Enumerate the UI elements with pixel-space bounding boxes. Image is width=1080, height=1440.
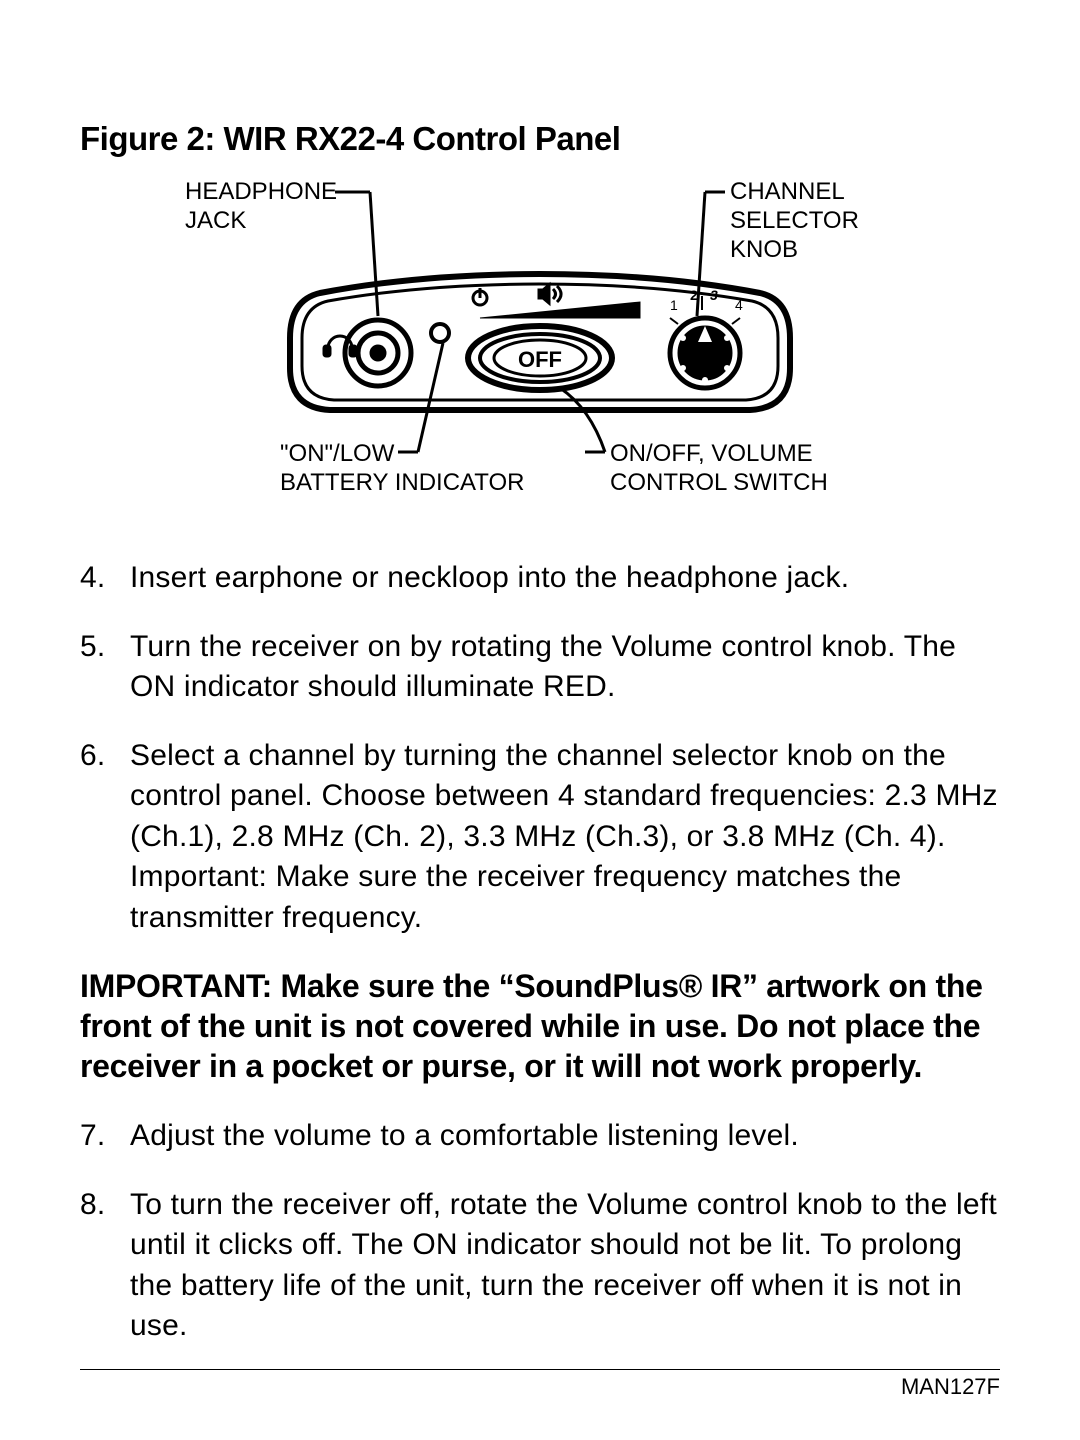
- svg-text:1: 1: [670, 297, 678, 313]
- instructions-list-a: Insert earphone or neckloop into the hea…: [80, 558, 1000, 938]
- instructions-list-b: Adjust the volume to a comfortable liste…: [80, 1116, 1000, 1347]
- step-7: Adjust the volume to a comfortable liste…: [80, 1116, 1000, 1157]
- label-channel-selector: CHANNEL SELECTOR KNOB: [730, 178, 859, 264]
- step-6: Select a channel by turning the channel …: [80, 736, 1000, 939]
- important-note: IMPORTANT: Make sure the “SoundPlus® IR”…: [80, 966, 1000, 1086]
- figure-title: Figure 2: WIR RX22-4 Control Panel: [80, 120, 1000, 158]
- svg-text:2: 2: [690, 287, 698, 303]
- footer-code: MAN127F: [901, 1374, 1000, 1400]
- label-headphone-jack: HEADPHONE JACK: [185, 178, 337, 236]
- label-on-low-battery: "ON"/LOW BATTERY INDICATOR: [280, 440, 525, 498]
- footer-rule: [80, 1369, 1000, 1370]
- diagram-wrap: HEADPHONE JACK CHANNEL SELECTOR KNOB "ON…: [80, 178, 1000, 508]
- step-8: To turn the receiver off, rotate the Vol…: [80, 1185, 1000, 1347]
- svg-text:3: 3: [710, 287, 718, 303]
- manual-page: Figure 2: WIR RX22-4 Control Panel HEADP…: [0, 0, 1080, 1440]
- control-panel-diagram: HEADPHONE JACK CHANNEL SELECTOR KNOB "ON…: [150, 178, 930, 508]
- step-5: Turn the receiver on by rotating the Vol…: [80, 627, 1000, 708]
- step-4: Insert earphone or neckloop into the hea…: [80, 558, 1000, 599]
- label-on-off-volume: ON/OFF, VOLUME CONTROL SWITCH: [610, 440, 828, 498]
- svg-text:4: 4: [735, 297, 743, 313]
- off-label: OFF: [518, 347, 562, 372]
